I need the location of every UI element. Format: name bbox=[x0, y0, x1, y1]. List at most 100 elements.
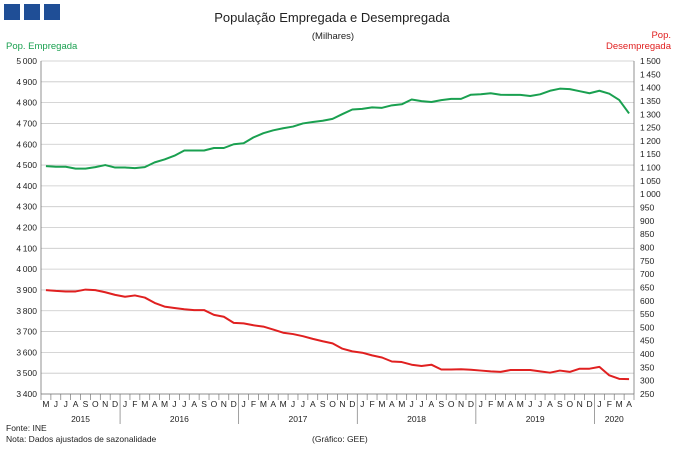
y-tick-label-left: 4 900 bbox=[16, 77, 37, 87]
y-axis-label-left: Pop. Empregada bbox=[6, 41, 78, 52]
logo-square-3 bbox=[44, 4, 60, 20]
x-tick-label: A bbox=[152, 399, 158, 409]
x-tick-label: A bbox=[626, 399, 632, 409]
gridlines bbox=[41, 60, 634, 395]
x-tick-label: N bbox=[577, 399, 583, 409]
x-tick-label: M bbox=[141, 399, 148, 409]
y-tick-label-right: 1 100 bbox=[640, 163, 661, 173]
x-tick-label: F bbox=[369, 399, 374, 409]
y-tick-label-right: 950 bbox=[640, 203, 654, 213]
x-tick-label: J bbox=[597, 399, 601, 409]
x-tick-label: D bbox=[231, 399, 237, 409]
x-tick-label: M bbox=[42, 399, 49, 409]
y-tick-label-right: 800 bbox=[640, 242, 654, 252]
y-tick-label-left: 3 600 bbox=[16, 347, 37, 357]
y-tick-label-left: 4 000 bbox=[16, 264, 37, 274]
x-tick-label: A bbox=[310, 399, 316, 409]
x-tick-label: M bbox=[161, 399, 168, 409]
x-tick-label: J bbox=[241, 399, 245, 409]
chart-subtitle: (Milhares) bbox=[312, 31, 354, 42]
y-tick-label-left: 4 700 bbox=[16, 118, 37, 128]
y-tick-label-right: 450 bbox=[640, 336, 654, 346]
y-tick-label-right: 1 500 bbox=[640, 56, 661, 66]
y-tick-label-left: 4 500 bbox=[16, 160, 37, 170]
logo bbox=[4, 4, 60, 20]
x-tick-label: J bbox=[64, 399, 68, 409]
y-tick-label-left: 4 400 bbox=[16, 181, 37, 191]
y-tick-label-right: 500 bbox=[640, 322, 654, 332]
x-tick-label: S bbox=[201, 399, 207, 409]
x-tick-label: O bbox=[329, 399, 336, 409]
x-tick-label: O bbox=[566, 399, 573, 409]
x-tick-label: J bbox=[419, 399, 423, 409]
y-tick-label-left: 3 700 bbox=[16, 327, 37, 337]
x-tick-label: F bbox=[132, 399, 137, 409]
y-axis-right: 250 300 350 400 450 500 550 600 650 700 750 800 850 9… bbox=[640, 56, 661, 399]
x-tick-label: S bbox=[438, 399, 444, 409]
x-tick-label: S bbox=[557, 399, 563, 409]
x-tick-label: M bbox=[398, 399, 405, 409]
series bbox=[45, 87, 630, 381]
year-label: 2016 bbox=[170, 414, 189, 424]
year-label: 2015 bbox=[71, 414, 90, 424]
logo-square-2 bbox=[24, 4, 40, 20]
y-tick-label-right: 1 400 bbox=[640, 83, 661, 93]
x-tick-label: J bbox=[123, 399, 127, 409]
y-tick-label-left: 3 500 bbox=[16, 368, 37, 378]
x-tick-label: N bbox=[339, 399, 345, 409]
y-tick-label-left: 3 900 bbox=[16, 285, 37, 295]
x-tick-label: D bbox=[468, 399, 474, 409]
y-tick-label-right: 1 300 bbox=[640, 109, 661, 119]
x-tick-label: J bbox=[538, 399, 542, 409]
x-tick-label: O bbox=[448, 399, 455, 409]
chart-title: População Empregada e Desempregada bbox=[214, 10, 450, 25]
x-tick-label: J bbox=[360, 399, 364, 409]
x-tick-label: M bbox=[378, 399, 385, 409]
x-tick-label: N bbox=[458, 399, 464, 409]
y-tick-label-right: 1 200 bbox=[640, 136, 661, 146]
y-tick-label-left: 4 300 bbox=[16, 202, 37, 212]
x-tick-label: A bbox=[73, 399, 79, 409]
year-label: 2017 bbox=[289, 414, 308, 424]
source-note: Fonte: INE bbox=[6, 423, 47, 433]
y-tick-label-left: 4 200 bbox=[16, 223, 37, 233]
x-tick-label: S bbox=[320, 399, 326, 409]
y-tick-label-right: 1 250 bbox=[640, 123, 661, 133]
year-label: 2019 bbox=[526, 414, 545, 424]
y-tick-label-right: 400 bbox=[640, 349, 654, 359]
y-tick-label-left: 4 100 bbox=[16, 243, 37, 253]
y-tick-label-right: 550 bbox=[640, 309, 654, 319]
logo-square-1 bbox=[4, 4, 20, 20]
x-tick-label: J bbox=[182, 399, 186, 409]
x-tick-label: N bbox=[221, 399, 227, 409]
y-tick-label-left: 5 000 bbox=[16, 56, 37, 66]
y-axis-left: 3 400 3 500 3 600 3 700 3 800 3 900 4 000 4 100… bbox=[16, 56, 37, 399]
x-tick-label: J bbox=[54, 399, 58, 409]
x-tick-label: D bbox=[349, 399, 355, 409]
x-tick-label: A bbox=[547, 399, 553, 409]
x-tick-label: J bbox=[410, 399, 414, 409]
y-tick-label-right: 1 050 bbox=[640, 176, 661, 186]
x-tick-label: J bbox=[301, 399, 305, 409]
y-tick-label-right: 650 bbox=[640, 282, 654, 292]
y-tick-label-right: 250 bbox=[640, 389, 654, 399]
year-label: 2018 bbox=[407, 414, 426, 424]
y-tick-label-left: 4 600 bbox=[16, 139, 37, 149]
y-tick-label-right: 600 bbox=[640, 296, 654, 306]
x-tick-label: M bbox=[260, 399, 267, 409]
x-tick-label: F bbox=[607, 399, 612, 409]
x-tick-label: J bbox=[291, 399, 295, 409]
y-tick-label-left: 4 800 bbox=[16, 98, 37, 108]
series-line-desempregada bbox=[45, 288, 630, 381]
year-label: 2020 bbox=[605, 414, 624, 424]
y-axis-label-right: Pop. Desempregada bbox=[606, 30, 672, 52]
y-tick-label-right: 700 bbox=[640, 269, 654, 279]
adjustment-note: Nota: Dados ajustados de sazonalidade bbox=[6, 434, 157, 444]
x-tick-label: N bbox=[102, 399, 108, 409]
series-line-empregada bbox=[45, 87, 630, 170]
y-tick-label-right: 1 450 bbox=[640, 69, 661, 79]
x-tick-label: M bbox=[497, 399, 504, 409]
y-tick-label-right: 1 350 bbox=[640, 96, 661, 106]
